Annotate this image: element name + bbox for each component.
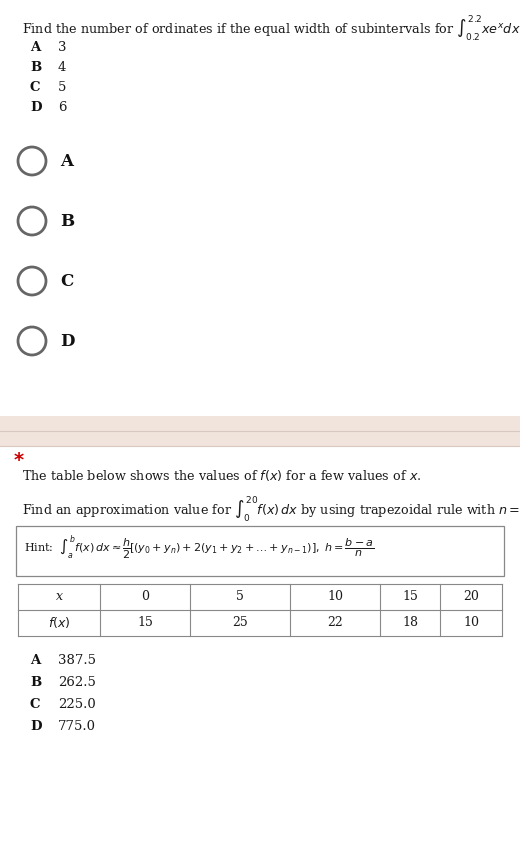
Text: Find an approximation value for $\int_0^{20} f(x)\,dx$ by using trapezoidal rule: Find an approximation value for $\int_0^…: [22, 494, 520, 523]
Text: The table below shows the values of $f(x)$ for a few values of $x$.: The table below shows the values of $f(x…: [22, 468, 421, 483]
Text: 22: 22: [327, 616, 343, 629]
Text: B: B: [30, 61, 41, 74]
Text: A: A: [60, 152, 73, 170]
Text: *: *: [14, 451, 24, 470]
Text: Hint:  $\int_a^b f(x)\,dx \approx \dfrac{h}{2}\!\left[(y_0+y_n)+2(y_1+y_2+\ldots: Hint: $\int_a^b f(x)\,dx \approx \dfrac{…: [24, 533, 374, 561]
Text: B: B: [30, 676, 41, 689]
Text: 15: 15: [402, 591, 418, 604]
Text: 5: 5: [236, 591, 244, 604]
Text: 0: 0: [141, 591, 149, 604]
Text: D: D: [30, 720, 42, 733]
Text: D: D: [30, 101, 42, 114]
Text: 25: 25: [232, 616, 248, 629]
Text: 15: 15: [137, 616, 153, 629]
Text: 3: 3: [58, 41, 67, 54]
Text: C: C: [30, 698, 41, 711]
Text: 5: 5: [58, 81, 67, 94]
Text: A: A: [30, 654, 40, 667]
Text: 4: 4: [58, 61, 67, 74]
Text: Find the number of ordinates if the equal width of subintervals for $\int_{0.2}^: Find the number of ordinates if the equa…: [22, 13, 520, 43]
Bar: [0, 446, 520, 861]
Text: 262.5: 262.5: [58, 676, 96, 689]
FancyBboxPatch shape: [16, 526, 504, 576]
Text: A: A: [30, 41, 40, 54]
Text: 775.0: 775.0: [58, 720, 96, 733]
Text: $f(x)$: $f(x)$: [48, 616, 70, 630]
Text: 10: 10: [327, 591, 343, 604]
Text: 18: 18: [402, 616, 418, 629]
Bar: [0, 0, 520, 431]
Text: C: C: [30, 81, 41, 94]
Text: D: D: [60, 332, 74, 350]
Text: 387.5: 387.5: [58, 654, 96, 667]
Text: x: x: [56, 591, 62, 604]
Text: 20: 20: [463, 591, 479, 604]
Text: C: C: [60, 272, 73, 289]
Text: 10: 10: [463, 616, 479, 629]
Bar: [0, 416, 520, 446]
Text: 6: 6: [58, 101, 67, 114]
Text: B: B: [60, 213, 74, 230]
Text: 225.0: 225.0: [58, 698, 96, 711]
